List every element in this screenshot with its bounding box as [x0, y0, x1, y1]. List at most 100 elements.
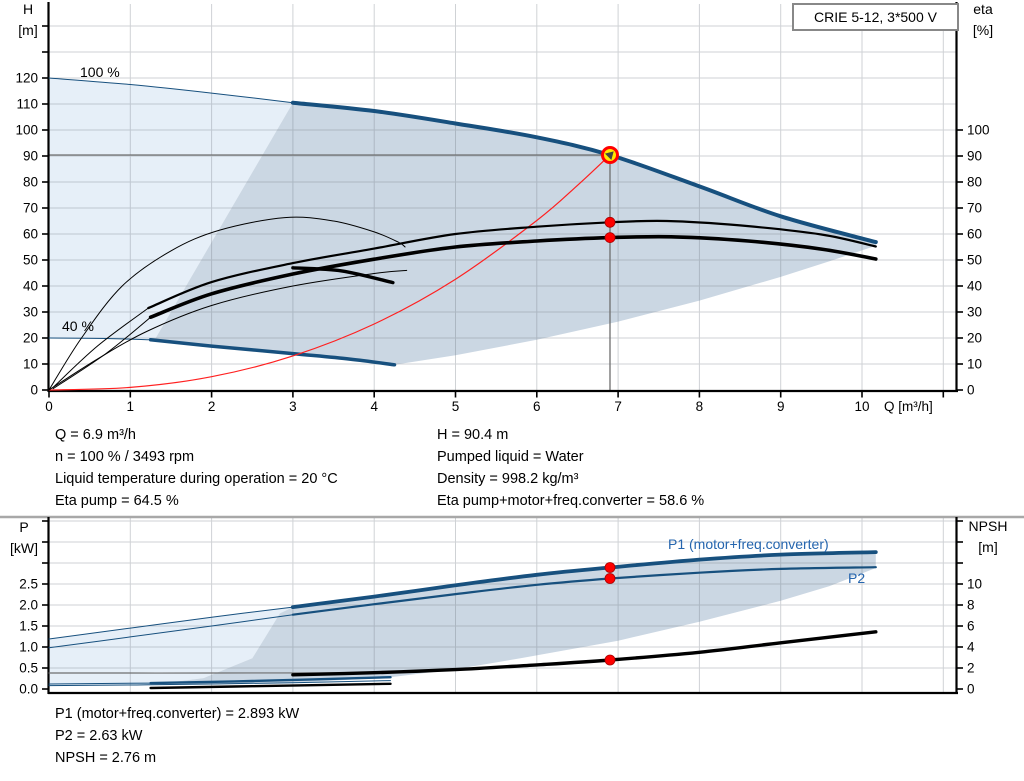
series-eta-reduced-speed-2 [48, 269, 408, 391]
duty-dot [604, 232, 616, 244]
svg-text:1.0: 1.0 [19, 640, 38, 655]
svg-text:70: 70 [967, 201, 982, 216]
eta-axis-title: eta [973, 1, 993, 17]
operating-point-marker [601, 146, 619, 164]
svg-text:3: 3 [289, 399, 297, 414]
pump-title-box: CRIE 5-12, 3*500 V [792, 3, 959, 31]
info-flow: Q = 6.9 m³/h [55, 427, 136, 443]
svg-text:80: 80 [23, 175, 38, 190]
series-eta-short-thick [291, 266, 395, 285]
info-liquid-temp: Liquid temperature during operation = 20… [55, 471, 338, 487]
svg-text:5: 5 [452, 399, 460, 414]
svg-text:10: 10 [967, 577, 982, 592]
svg-text:8: 8 [967, 598, 975, 613]
series-npsh [291, 630, 878, 677]
svg-text:50: 50 [967, 253, 982, 268]
svg-text:100: 100 [15, 123, 38, 138]
series-p1 [291, 550, 878, 609]
p-axis-title: P [19, 519, 29, 535]
info-density: Density = 998.2 kg/m³ [437, 471, 579, 487]
bottom-chart-grid [49, 518, 956, 693]
svg-text:2: 2 [208, 399, 216, 414]
h-axis-title: H [22, 1, 34, 17]
series-p1-min [149, 676, 392, 685]
svg-text:20: 20 [23, 331, 38, 346]
top-chart-axes: 0102030405060708090100110120010203040506… [15, 2, 990, 414]
series-eta-pump [147, 219, 877, 310]
svg-text:30: 30 [967, 305, 982, 320]
crosshair-lines [49, 154, 611, 390]
svg-text:0.5: 0.5 [19, 661, 38, 676]
svg-text:8: 8 [696, 399, 704, 414]
svg-text:0.0: 0.0 [19, 682, 38, 697]
svg-text:70: 70 [23, 201, 38, 216]
series-speed-100-thin [48, 77, 294, 104]
svg-text:2.0: 2.0 [19, 598, 38, 613]
svg-text:60: 60 [23, 227, 38, 242]
svg-text:2: 2 [967, 661, 975, 676]
h-axis-unit: [m] [18, 22, 38, 38]
series-speed-100 [290, 100, 878, 245]
series-p2-min-thin [48, 680, 391, 687]
duty-dot [604, 654, 616, 666]
svg-text:6: 6 [967, 619, 975, 634]
eta-axis-unit: [%] [972, 22, 994, 38]
series-p2 [291, 566, 877, 616]
svg-text:80: 80 [967, 175, 982, 190]
svg-text:6: 6 [533, 399, 541, 414]
bottom-chart-dots [604, 562, 616, 666]
svg-text:10: 10 [23, 357, 38, 372]
power-info: P1 (motor+freq.converter) = 2.893 kW P2 … [55, 703, 299, 769]
top-chart-dots [604, 216, 616, 244]
svg-text:0: 0 [967, 682, 975, 697]
bottom-chart-axes: 0.0 0.5 1.0 1.5 2.0 2.5 0 2 4 6 8 10 [19, 517, 982, 697]
duty-dot [604, 562, 616, 573]
svg-text:0: 0 [30, 383, 38, 398]
svg-text:9: 9 [777, 399, 785, 414]
bottom-chart-series [48, 550, 878, 690]
npsh-axis-unit: [m] [978, 539, 998, 555]
svg-text:30: 30 [23, 305, 38, 320]
svg-text:90: 90 [967, 149, 982, 164]
region-envelope-low-flow [49, 607, 293, 686]
min-speed-curve-label: 40 % [62, 318, 94, 334]
series-speed-40 [148, 338, 397, 367]
series-eta-total [148, 234, 878, 319]
top-chart-series [48, 77, 878, 391]
info-eta-total: Eta pump+motor+freq.converter = 58.6 % [437, 493, 705, 509]
svg-text:0: 0 [45, 399, 53, 414]
svg-text:10: 10 [967, 357, 982, 372]
svg-text:0: 0 [967, 383, 975, 398]
npsh-axis-title: NPSH [968, 518, 1008, 534]
q-axis-title: Q [m³/h] [884, 399, 933, 414]
duty-dot [604, 216, 616, 228]
series-eta-reduced-speed [48, 216, 406, 391]
svg-text:7: 7 [614, 399, 622, 414]
series-speed-40-thin [48, 337, 152, 341]
duty-info-right: H = 90.4 m Pumped liquid = Water Density… [437, 424, 704, 512]
info-p1: P1 (motor+freq.converter) = 2.893 kW [55, 706, 300, 722]
svg-text:1: 1 [127, 399, 135, 414]
svg-text:4: 4 [967, 640, 975, 655]
max-speed-curve-label: 100 % [80, 64, 120, 80]
duty-dot [604, 573, 616, 584]
svg-text:40: 40 [967, 279, 982, 294]
svg-text:100: 100 [967, 123, 990, 138]
series-p1-min-thin [48, 682, 152, 685]
svg-text:1.5: 1.5 [19, 619, 38, 634]
svg-text:110: 110 [16, 97, 38, 112]
region-envelope-low-flow [49, 78, 293, 340]
duty-info-left: Q = 6.9 m³/h n = 100 % / 3493 rpm Liquid… [55, 424, 338, 512]
svg-text:20: 20 [967, 331, 982, 346]
series-npsh-min [149, 682, 392, 690]
top-chart-regions [49, 78, 876, 365]
svg-text:4: 4 [370, 399, 378, 414]
series-system-curve [48, 154, 611, 391]
svg-text:40: 40 [23, 279, 38, 294]
series-p1-thin [48, 606, 294, 640]
svg-text:10: 10 [854, 399, 869, 414]
info-eta-pump: Eta pump = 64.5 % [55, 493, 179, 509]
svg-text:2.5: 2.5 [19, 577, 38, 592]
